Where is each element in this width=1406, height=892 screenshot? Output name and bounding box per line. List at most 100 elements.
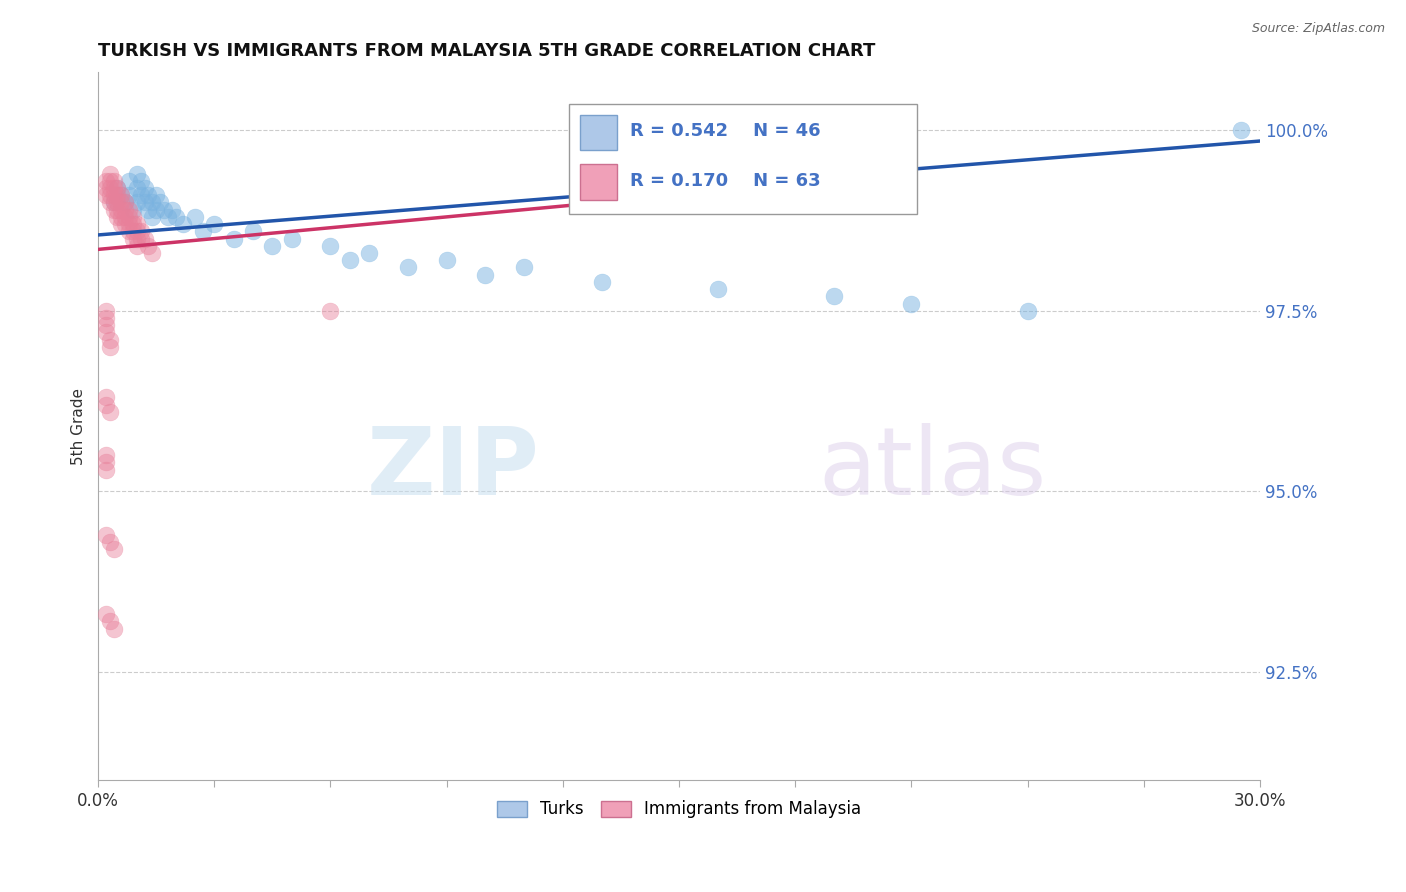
Point — [319, 239, 342, 253]
Point — [122, 217, 145, 231]
Point — [706, 282, 728, 296]
Point — [110, 188, 132, 202]
Point — [823, 289, 845, 303]
Point — [118, 202, 141, 217]
Point — [98, 333, 121, 347]
Y-axis label: 5th Grade: 5th Grade — [72, 388, 86, 465]
Point — [1017, 303, 1039, 318]
Point — [118, 188, 141, 202]
Point — [262, 239, 284, 253]
Point — [122, 210, 145, 224]
Point — [103, 202, 125, 217]
Point — [339, 253, 361, 268]
Point — [118, 217, 141, 231]
Point — [145, 188, 167, 202]
Point — [129, 224, 152, 238]
FancyBboxPatch shape — [581, 115, 617, 150]
Point — [103, 195, 125, 210]
Text: Source: ZipAtlas.com: Source: ZipAtlas.com — [1251, 22, 1385, 36]
Point — [156, 210, 179, 224]
Point — [222, 231, 245, 245]
Point — [172, 217, 194, 231]
Point — [103, 188, 125, 202]
Point — [138, 188, 160, 202]
Point — [94, 181, 117, 195]
FancyBboxPatch shape — [581, 164, 617, 200]
Point — [125, 217, 148, 231]
Text: R = 0.542    N = 46: R = 0.542 N = 46 — [630, 122, 821, 140]
Point — [103, 181, 125, 195]
Point — [125, 167, 148, 181]
Point — [125, 181, 148, 195]
Point — [474, 268, 496, 282]
Point — [149, 195, 172, 210]
Point — [141, 195, 163, 210]
Point — [134, 181, 156, 195]
Point — [107, 181, 129, 195]
Point — [98, 340, 121, 354]
Point — [129, 231, 152, 245]
Point — [242, 224, 264, 238]
Text: R = 0.170    N = 63: R = 0.170 N = 63 — [630, 172, 821, 190]
Point — [129, 174, 152, 188]
Point — [160, 202, 183, 217]
Point — [118, 174, 141, 188]
Point — [125, 224, 148, 238]
Point — [134, 195, 156, 210]
Point — [110, 195, 132, 210]
Point — [138, 239, 160, 253]
Point — [114, 217, 136, 231]
Point — [153, 202, 176, 217]
Point — [107, 188, 129, 202]
Point — [94, 391, 117, 405]
Point — [98, 195, 121, 210]
Point — [98, 181, 121, 195]
Point — [103, 174, 125, 188]
Point — [98, 174, 121, 188]
Point — [900, 296, 922, 310]
Point — [103, 622, 125, 636]
Point — [202, 217, 225, 231]
Point — [165, 210, 187, 224]
Point — [359, 246, 381, 260]
Point — [396, 260, 419, 275]
Point — [125, 239, 148, 253]
Point — [191, 224, 214, 238]
Point — [110, 202, 132, 217]
Point — [118, 224, 141, 238]
Point — [125, 195, 148, 210]
Point — [114, 195, 136, 210]
Point — [114, 210, 136, 224]
Point — [110, 188, 132, 202]
Point — [94, 527, 117, 541]
Point — [129, 188, 152, 202]
Point — [134, 231, 156, 245]
Point — [141, 246, 163, 260]
Point — [94, 455, 117, 469]
Point — [436, 253, 458, 268]
Point — [110, 217, 132, 231]
Point — [145, 202, 167, 217]
Point — [103, 195, 125, 210]
Point — [94, 398, 117, 412]
Point — [138, 202, 160, 217]
Point — [141, 210, 163, 224]
Point — [94, 318, 117, 333]
Point — [118, 210, 141, 224]
Point — [94, 303, 117, 318]
Point — [122, 224, 145, 238]
Point — [94, 607, 117, 622]
Point — [107, 202, 129, 217]
Point — [110, 210, 132, 224]
Point — [107, 210, 129, 224]
Point — [591, 275, 613, 289]
Point — [280, 231, 302, 245]
Point — [94, 174, 117, 188]
Point — [98, 188, 121, 202]
FancyBboxPatch shape — [568, 104, 917, 214]
Point — [98, 167, 121, 181]
Point — [184, 210, 207, 224]
Point — [122, 202, 145, 217]
Point — [98, 405, 121, 419]
Point — [114, 202, 136, 217]
